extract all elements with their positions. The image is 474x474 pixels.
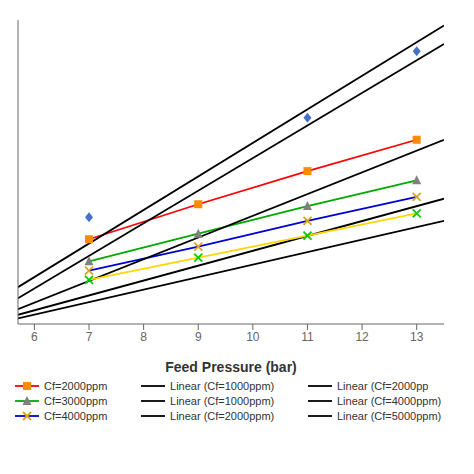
html-text:Cf=2000ppm: Cf=2000ppm — [44, 380, 108, 392]
svg-text:7: 7 — [86, 330, 93, 344]
svg-text:12: 12 — [355, 330, 369, 344]
html-text:Linear (Cf=2000ppm): Linear (Cf=2000ppm) — [170, 410, 275, 422]
svg-text:11: 11 — [301, 330, 314, 344]
html-text:Linear (Cf=4000ppm): Linear (Cf=4000ppm) — [337, 395, 442, 407]
svg-text:9: 9 — [195, 330, 202, 344]
html-text:Linear (Cf=5000ppm): Linear (Cf=5000ppm) — [337, 410, 442, 422]
html-text:Linear (Cf=1000ppm): Linear (Cf=1000ppm) — [170, 380, 275, 392]
svg-text:10: 10 — [246, 330, 260, 344]
html-text:Linear (Cf=2000pp: Linear (Cf=2000pp — [337, 380, 429, 392]
svg-text:6: 6 — [31, 330, 38, 344]
html-text:Cf=4000ppm: Cf=4000ppm — [44, 410, 108, 422]
svg-text:13: 13 — [410, 330, 424, 344]
html-text:Cf=3000ppm: Cf=3000ppm — [44, 395, 108, 407]
html-text:Linear (Cf=1000ppm): Linear (Cf=1000ppm) — [170, 395, 275, 407]
svg-text:8: 8 — [140, 330, 147, 344]
svg-text:Feed Pressure (bar): Feed Pressure (bar) — [165, 359, 297, 375]
